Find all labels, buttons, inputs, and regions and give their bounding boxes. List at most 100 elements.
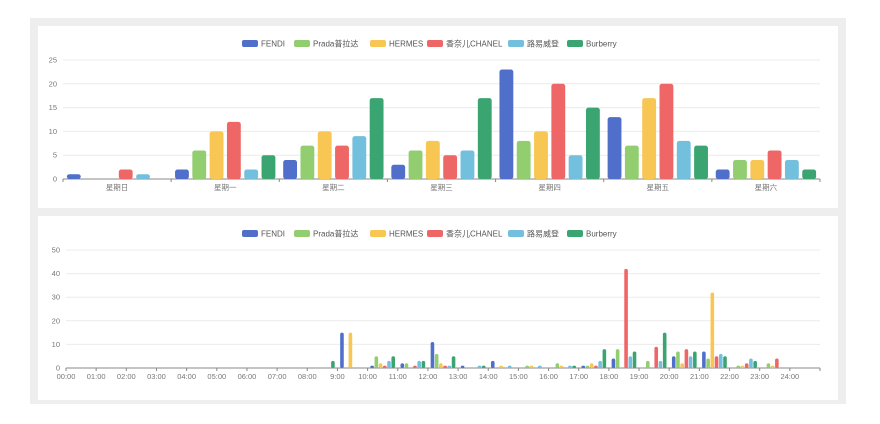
- legend-item-chanel[interactable]: 香奈儿CHANEL: [427, 229, 503, 239]
- bar-burberry[interactable]: [391, 356, 396, 368]
- bar-prada[interactable]: [300, 145, 315, 179]
- bar-chanel[interactable]: [413, 365, 417, 368]
- bar-louis-vuitton[interactable]: [460, 150, 475, 179]
- bar-fendi[interactable]: [370, 365, 374, 368]
- bar-prada[interactable]: [585, 365, 590, 368]
- bar-burberry[interactable]: [693, 351, 697, 368]
- bar-fendi[interactable]: [400, 363, 405, 368]
- bar-fendi[interactable]: [490, 360, 495, 368]
- bar-prada[interactable]: [404, 363, 409, 368]
- bar-burberry[interactable]: [261, 155, 276, 179]
- bar-hermes[interactable]: [425, 140, 440, 179]
- legend-item-fendi[interactable]: FENDI: [242, 230, 285, 239]
- bar-prada[interactable]: [615, 349, 620, 368]
- bar-burberry[interactable]: [369, 98, 384, 179]
- bar-louis-vuitton[interactable]: [676, 140, 691, 179]
- bar-hermes[interactable]: [529, 365, 534, 368]
- bar-chanel[interactable]: [594, 365, 598, 368]
- bar-burberry[interactable]: [451, 356, 456, 368]
- bar-chanel[interactable]: [744, 363, 749, 368]
- bar-prada[interactable]: [766, 363, 771, 368]
- bar-chanel[interactable]: [624, 268, 628, 368]
- bar-burberry[interactable]: [753, 360, 757, 368]
- bar-hermes[interactable]: [499, 365, 504, 368]
- bar-louis-vuitton[interactable]: [568, 365, 572, 368]
- bar-burberry[interactable]: [662, 332, 667, 368]
- bar-louis-vuitton[interactable]: [658, 360, 663, 368]
- bar-burberry[interactable]: [572, 365, 576, 368]
- bar-prada[interactable]: [434, 353, 439, 368]
- bar-hermes[interactable]: [589, 363, 594, 368]
- bar-hermes[interactable]: [378, 363, 383, 368]
- bar-fendi[interactable]: [611, 358, 616, 368]
- bar-louis-vuitton[interactable]: [538, 365, 542, 368]
- legend-item-louis-vuitton[interactable]: 路易威登: [508, 229, 559, 239]
- legend-item-hermes[interactable]: HERMES: [370, 230, 423, 239]
- bar-burberry[interactable]: [585, 107, 600, 179]
- legend-item-louis-vuitton[interactable]: 路易威登: [508, 39, 559, 49]
- bar-louis-vuitton[interactable]: [628, 356, 633, 368]
- bar-louis-vuitton[interactable]: [387, 360, 391, 368]
- bar-prada[interactable]: [192, 150, 207, 179]
- bar-fendi[interactable]: [671, 356, 676, 368]
- legend-item-prada[interactable]: Prada普拉达: [294, 39, 358, 49]
- bar-chanel[interactable]: [443, 365, 447, 368]
- bar-prada[interactable]: [525, 365, 529, 368]
- bar-chanel[interactable]: [335, 145, 349, 179]
- bar-fendi[interactable]: [581, 365, 586, 368]
- bar-prada[interactable]: [516, 140, 531, 179]
- bar-fendi[interactable]: [283, 159, 298, 179]
- bar-louis-vuitton[interactable]: [477, 365, 482, 368]
- bar-prada[interactable]: [624, 145, 639, 179]
- bar-fendi[interactable]: [340, 332, 344, 368]
- bar-fendi[interactable]: [175, 169, 189, 179]
- bar-fendi[interactable]: [715, 169, 730, 179]
- bar-chanel[interactable]: [382, 365, 387, 368]
- legend[interactable]: FENDI Prada普拉达 HERMES 香奈儿CHANEL 路易威登 Burberry: [242, 229, 617, 239]
- bar-chanel[interactable]: [767, 150, 782, 179]
- legend-item-fendi[interactable]: FENDI: [242, 40, 285, 49]
- bar-louis-vuitton[interactable]: [136, 174, 150, 179]
- bar-hermes[interactable]: [680, 363, 684, 368]
- bar-chanel[interactable]: [684, 349, 689, 368]
- bar-burberry[interactable]: [802, 169, 817, 179]
- bar-louis-vuitton[interactable]: [417, 360, 421, 368]
- bar-louis-vuitton[interactable]: [244, 169, 259, 179]
- bar-burberry[interactable]: [723, 356, 727, 368]
- bar-prada[interactable]: [706, 358, 710, 368]
- bar-fendi[interactable]: [66, 174, 81, 179]
- bar-chanel[interactable]: [443, 155, 458, 179]
- bar-burberry[interactable]: [632, 351, 637, 368]
- bar-hermes[interactable]: [750, 159, 765, 179]
- bar-hermes[interactable]: [348, 332, 353, 368]
- bar-chanel[interactable]: [775, 358, 779, 368]
- bar-louis-vuitton[interactable]: [598, 360, 602, 368]
- bar-burberry[interactable]: [421, 360, 426, 368]
- bar-hermes[interactable]: [740, 365, 745, 368]
- legend-item-chanel[interactable]: 香奈儿CHANEL: [427, 39, 503, 49]
- bar-hermes[interactable]: [770, 365, 775, 368]
- bar-louis-vuitton[interactable]: [688, 356, 693, 368]
- bar-louis-vuitton[interactable]: [352, 136, 367, 179]
- bar-prada[interactable]: [676, 351, 680, 368]
- bar-chanel[interactable]: [714, 356, 719, 368]
- bar-prada[interactable]: [645, 360, 650, 368]
- bar-prada[interactable]: [733, 159, 747, 179]
- legend[interactable]: FENDI Prada普拉达 HERMES 香奈儿CHANEL 路易威登 Burberry: [242, 39, 617, 49]
- bar-hermes[interactable]: [710, 292, 715, 368]
- legend-item-burberry[interactable]: Burberry: [567, 40, 617, 49]
- bar-louis-vuitton[interactable]: [507, 365, 512, 368]
- bar-hermes[interactable]: [317, 131, 332, 179]
- bar-louis-vuitton[interactable]: [749, 358, 753, 368]
- bar-louis-vuitton[interactable]: [784, 159, 799, 179]
- bar-prada[interactable]: [408, 150, 423, 179]
- bar-chanel[interactable]: [551, 83, 566, 179]
- bar-hermes[interactable]: [209, 131, 224, 179]
- bar-chanel[interactable]: [118, 169, 133, 179]
- bar-fendi[interactable]: [607, 117, 622, 179]
- bar-fendi[interactable]: [391, 164, 406, 179]
- bar-burberry[interactable]: [331, 360, 335, 368]
- bar-chanel[interactable]: [654, 346, 659, 368]
- bar-fendi[interactable]: [460, 365, 465, 368]
- bar-fendi[interactable]: [702, 351, 706, 368]
